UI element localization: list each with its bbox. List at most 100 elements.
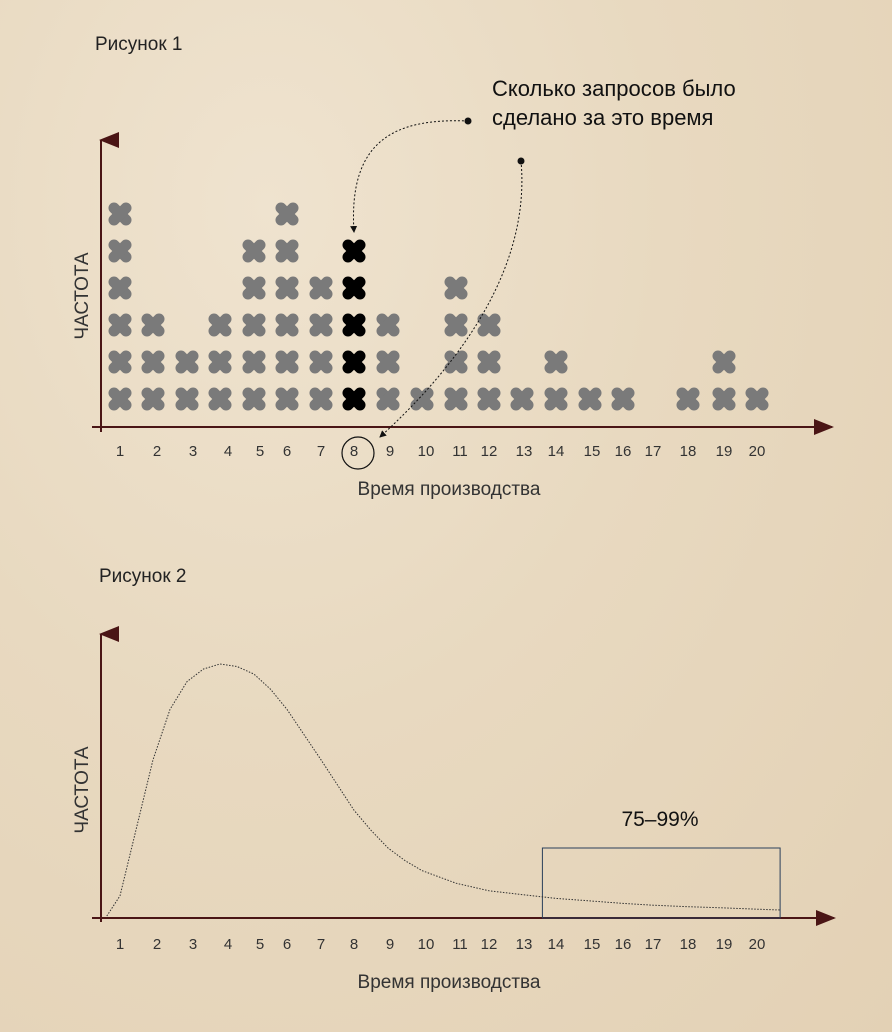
chart-1-y-label: ЧАСТОТА (72, 252, 93, 340)
annotation-line-1: Сколько запросов было (492, 76, 736, 101)
frequency-marker (309, 387, 333, 411)
annotation-arrow-1 (350, 120, 469, 233)
frequency-marker (444, 313, 468, 337)
frequency-marker (376, 387, 400, 411)
frequency-marker (342, 239, 366, 263)
chart-1-title: Рисунок 1 (95, 34, 183, 55)
frequency-marker (242, 350, 266, 374)
frequency-marker (275, 276, 299, 300)
frequency-marker (477, 313, 501, 337)
chart-2-x-tick-9: 9 (386, 936, 394, 953)
chart-2-x-tick-17: 17 (645, 936, 662, 953)
chart-1-x-tick-1: 1 (116, 443, 124, 460)
frequency-marker (175, 350, 199, 374)
frequency-marker (208, 350, 232, 374)
chart-1-x-label: Время производства (358, 479, 541, 500)
chart-2-x-tick-8: 8 (350, 936, 358, 953)
chart-1-x-tick-6: 6 (283, 443, 291, 460)
frequency-marker (108, 239, 132, 263)
frequency-marker (578, 387, 602, 411)
chart-2-x-tick-10: 10 (418, 936, 435, 953)
frequency-marker (242, 387, 266, 411)
chart-1-x-tick-8: 8 (350, 443, 358, 460)
frequency-marker (342, 387, 366, 411)
frequency-marker (242, 239, 266, 263)
frequency-marker (676, 387, 700, 411)
frequency-marker (309, 313, 333, 337)
frequency-marker (309, 276, 333, 300)
chart-1-x-tick-4: 4 (224, 443, 232, 460)
frequency-marker (175, 387, 199, 411)
chart-2-x-tick-6: 6 (283, 936, 291, 953)
chart-2-x-tick-16: 16 (615, 936, 632, 953)
chart-1-x-tick-12: 12 (481, 443, 498, 460)
chart-2-x-tick-5: 5 (256, 936, 264, 953)
annotation-line-2: сделано за это время (492, 105, 713, 130)
chart-1-x-tick-20: 20 (749, 443, 766, 460)
frequency-marker (275, 313, 299, 337)
frequency-marker (141, 313, 165, 337)
chart-2-x-tick-13: 13 (516, 936, 533, 953)
distribution-curve (106, 663, 781, 917)
frequency-marker (376, 313, 400, 337)
frequency-marker (108, 387, 132, 411)
frequency-marker (477, 350, 501, 374)
chart-2-title: Рисунок 2 (99, 566, 187, 587)
chart-2-y-label: ЧАСТОТА (72, 746, 93, 834)
chart-1-x-tick-17: 17 (645, 443, 662, 460)
frequency-marker (342, 350, 366, 374)
chart-2-x-tick-18: 18 (680, 936, 697, 953)
frequency-marker (208, 387, 232, 411)
frequency-marker (611, 387, 635, 411)
chart-1-x-tick-14: 14 (548, 443, 565, 460)
frequency-marker (275, 387, 299, 411)
chart-2-x-tick-20: 20 (749, 936, 766, 953)
chart-1-x-tick-9: 9 (386, 443, 394, 460)
frequency-marker (208, 313, 232, 337)
chart-2-x-tick-12: 12 (481, 936, 498, 953)
frequency-marker (444, 276, 468, 300)
frequency-marker (712, 350, 736, 374)
chart-1-x-tick-5: 5 (256, 443, 264, 460)
percentile-range-box (541, 847, 781, 919)
chart-1-x-tick-16: 16 (615, 443, 632, 460)
chart-1-x-tick-13: 13 (516, 443, 533, 460)
chart-2-x-tick-4: 4 (224, 936, 232, 953)
frequency-marker (141, 387, 165, 411)
chart-2-ticks: 1 2 3 4 5 6 7 8 9 10 11 12 13 14 15 16 17 18 19 20 (116, 936, 766, 953)
chart-2-x-label: Время производства (358, 972, 541, 993)
chart-1-x-tick-7: 7 (317, 443, 325, 460)
chart-2-x-tick-15: 15 (584, 936, 601, 953)
frequency-marker (275, 202, 299, 226)
chart-1-x-tick-2: 2 (153, 443, 161, 460)
chart-1-x-tick-10: 10 (418, 443, 435, 460)
frequency-marker (544, 387, 568, 411)
chart-2-x-tick-2: 2 (153, 936, 161, 953)
chart-2-x-tick-7: 7 (317, 936, 325, 953)
chart-1-x-tick-3: 3 (189, 443, 197, 460)
frequency-marker (108, 276, 132, 300)
frequency-marker (444, 350, 468, 374)
frequency-marker (477, 387, 501, 411)
frequency-marker (275, 350, 299, 374)
chart-2-x-tick-3: 3 (189, 936, 197, 953)
chart-1-x-tick-19: 19 (716, 443, 733, 460)
highlight-circle (341, 436, 375, 470)
frequency-marker (376, 350, 400, 374)
frequency-marker (242, 276, 266, 300)
frequency-marker (242, 313, 266, 337)
frequency-marker (108, 350, 132, 374)
annotation: Сколько запросов было сделано за это вре… (350, 76, 736, 438)
chart-1-ticks: 1 2 3 4 5 6 7 8 9 10 11 12 13 14 15 16 17 18 19 20 (116, 443, 766, 460)
chart-1-markers (108, 202, 769, 411)
annotation-arrow-2 (379, 160, 523, 438)
frequency-marker (108, 313, 132, 337)
frequency-marker (342, 313, 366, 337)
chart-2-x-tick-1: 1 (116, 936, 124, 953)
frequency-marker (444, 387, 468, 411)
chart-2-x-tick-11: 11 (452, 936, 468, 953)
chart-2-x-tick-19: 19 (716, 936, 733, 953)
